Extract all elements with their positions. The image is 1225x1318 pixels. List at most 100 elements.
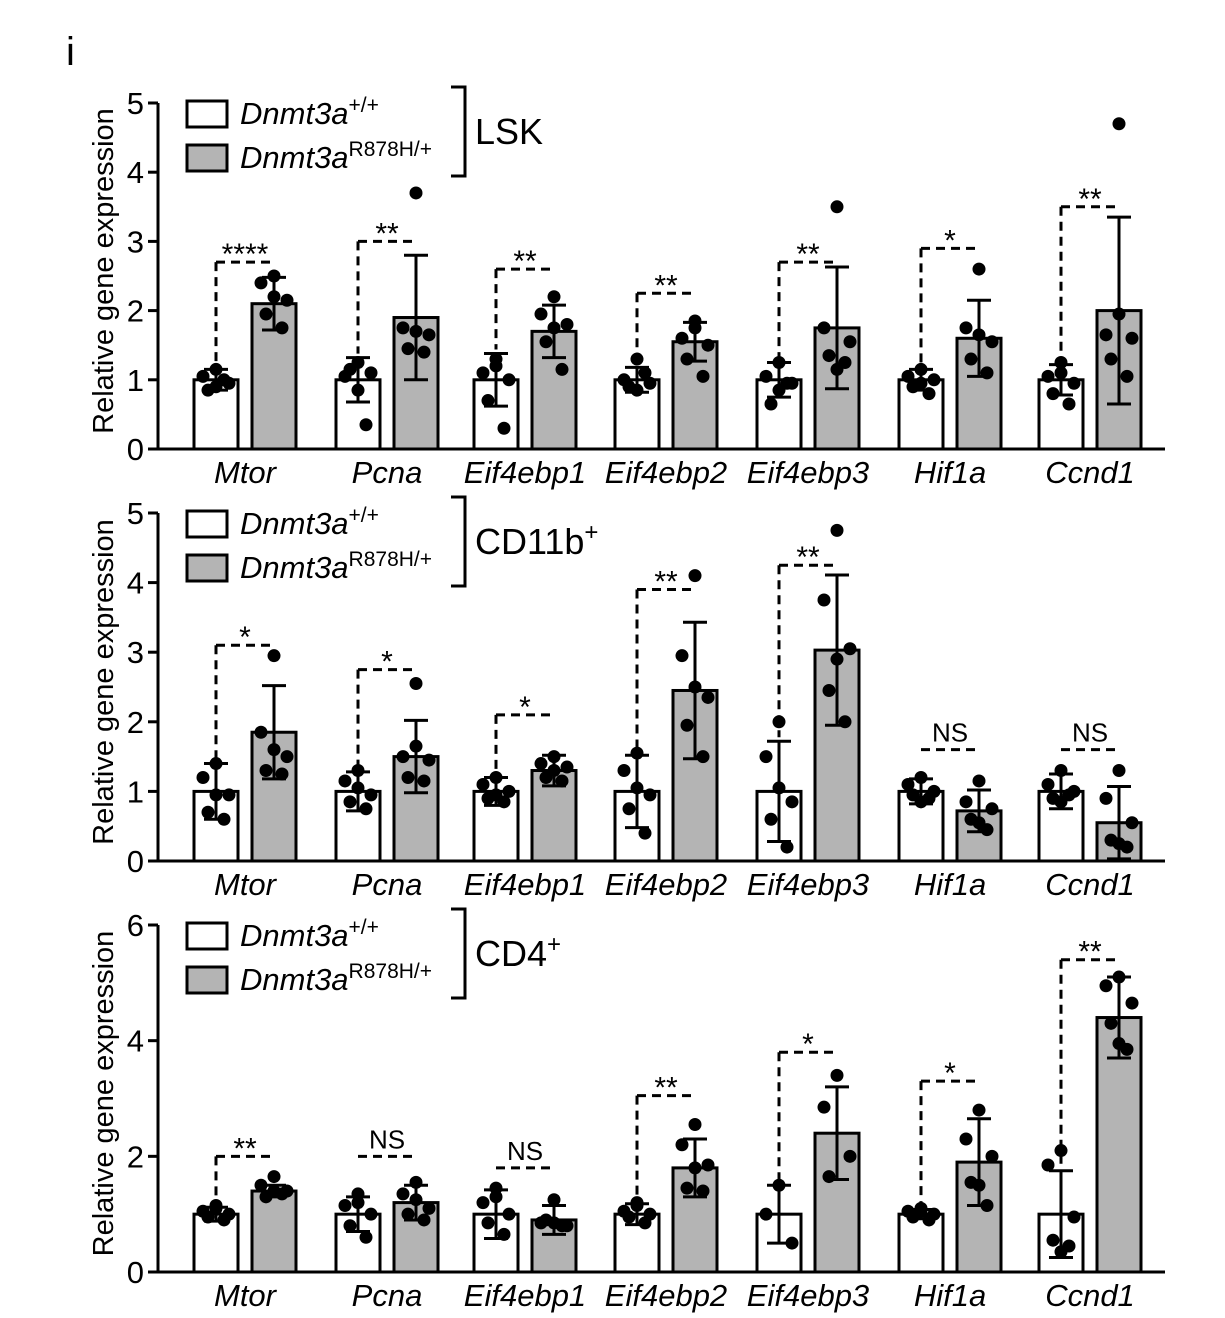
data-point: [972, 1178, 986, 1192]
data-point: [351, 1196, 365, 1210]
data-point: [701, 338, 715, 352]
data-point: [489, 359, 503, 373]
data-point: [254, 725, 268, 739]
significance-label: *: [239, 621, 251, 654]
panel-title-superscript: +: [547, 931, 561, 958]
data-point: [497, 421, 511, 435]
data-point: [838, 715, 852, 729]
data-point: [822, 349, 836, 363]
legend-entry: Dnmt3aR878H/+: [240, 960, 432, 997]
bar: [897, 1212, 945, 1274]
data-point: [555, 362, 569, 376]
data-point: [359, 1230, 373, 1244]
significance-label: **: [1078, 183, 1102, 216]
data-point: [359, 418, 373, 432]
x-tick-label: Ccnd1: [1045, 455, 1135, 490]
y-tick-label: 0: [127, 1255, 144, 1290]
data-point: [547, 321, 561, 335]
x-tick-label: Hif1a: [914, 1278, 986, 1313]
data-point: [343, 795, 357, 809]
data-point: [476, 777, 490, 791]
data-point: [267, 269, 281, 283]
legend-superscript: R878H/+: [349, 960, 432, 983]
data-point: [1112, 1037, 1126, 1051]
data-point: [701, 1158, 715, 1172]
data-point: [217, 1213, 231, 1227]
data-point: [280, 750, 294, 764]
data-point: [985, 1149, 999, 1163]
legend-bracket: [451, 495, 467, 588]
data-point: [914, 1204, 928, 1218]
data-point: [914, 376, 928, 390]
data-point: [622, 802, 636, 816]
data-point: [780, 840, 794, 854]
y-tick-label: 2: [127, 705, 144, 740]
x-tick-label: Eif4ebp1: [464, 455, 586, 490]
significance-label: *: [944, 224, 956, 257]
x-tick-label: Eif4ebp2: [605, 1278, 727, 1313]
significance-label: **: [513, 245, 537, 278]
data-point: [259, 764, 273, 778]
data-point: [688, 569, 702, 583]
x-tick-label: Eif4ebp2: [605, 867, 727, 902]
data-point: [830, 523, 844, 537]
data-point: [1125, 331, 1139, 345]
data-point: [843, 642, 857, 656]
data-point: [1067, 1210, 1081, 1224]
x-tick-label: Ccnd1: [1045, 867, 1135, 902]
data-point: [209, 380, 223, 394]
data-point: [922, 387, 936, 401]
data-point: [201, 1210, 215, 1224]
x-tick-label: Ccnd1: [1045, 1278, 1135, 1313]
data-point: [275, 321, 289, 335]
data-point: [409, 1175, 423, 1189]
data-point: [209, 788, 223, 802]
data-point: [351, 383, 365, 397]
data-point: [830, 652, 844, 666]
panel-title-superscript: +: [584, 519, 598, 546]
data-point: [1054, 366, 1068, 380]
data-point: [630, 746, 644, 760]
legend-entry: Dnmt3aR878H/+: [240, 138, 432, 175]
legend-bracket: [451, 85, 467, 178]
data-point: [201, 805, 215, 819]
data-point: [497, 1227, 511, 1241]
data-point: [1046, 1233, 1060, 1247]
data-point: [1041, 777, 1055, 791]
data-point: [267, 1184, 281, 1198]
data-point: [547, 290, 561, 304]
data-point: [680, 1181, 694, 1195]
y-tick-label: 5: [127, 86, 144, 121]
significance-label: *: [519, 691, 531, 724]
y-tick-label: 6: [127, 908, 144, 943]
data-point: [351, 764, 365, 778]
data-point: [914, 795, 928, 809]
data-point: [785, 1236, 799, 1250]
data-point: [364, 1207, 378, 1221]
data-point: [922, 1213, 936, 1227]
data-point: [822, 1170, 836, 1184]
data-point: [914, 362, 928, 376]
data-point: [396, 321, 410, 335]
significance-label: ****: [222, 238, 269, 271]
data-point: [772, 1178, 786, 1192]
x-tick-label: Hif1a: [914, 867, 986, 902]
data-point: [489, 788, 503, 802]
y-axis-label: Relative gene expression: [88, 519, 120, 845]
bar: [192, 1212, 240, 1274]
data-point: [688, 680, 702, 694]
data-point: [927, 373, 941, 387]
data-point: [1046, 387, 1060, 401]
data-point: [196, 770, 210, 784]
y-tick-label: 2: [127, 1139, 144, 1174]
data-point: [972, 328, 986, 342]
data-point: [259, 307, 273, 321]
data-point: [401, 342, 415, 356]
data-point: [1054, 1144, 1068, 1158]
data-point: [843, 1149, 857, 1163]
data-point: [688, 321, 702, 335]
x-tick-label: Eif4ebp1: [464, 1278, 586, 1313]
legend-superscript: R878H/+: [349, 548, 432, 571]
data-point: [222, 788, 236, 802]
